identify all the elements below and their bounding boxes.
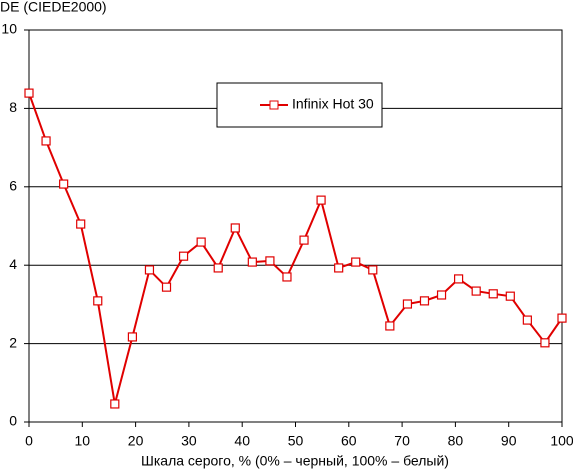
x-tick-label: 0 [25, 433, 33, 449]
data-point [522, 315, 532, 325]
x-tick-label: 60 [341, 433, 357, 449]
x-tick-label: 50 [288, 433, 304, 449]
x-tick-label: 20 [128, 433, 144, 449]
x-tick-label: 80 [448, 433, 464, 449]
y-tick-label: 4 [9, 256, 17, 272]
data-point [76, 219, 86, 229]
data-point [419, 296, 430, 306]
data-point [247, 257, 257, 267]
data-point [557, 313, 567, 323]
data-point [144, 265, 155, 275]
data-point [471, 286, 481, 296]
data-point [127, 332, 138, 342]
data-point [41, 136, 51, 146]
data-point [24, 88, 34, 98]
data-point [368, 265, 378, 275]
data-point [540, 338, 550, 348]
y-tick-label: 10 [1, 21, 17, 37]
data-point [161, 282, 172, 292]
data-point [299, 235, 309, 245]
x-tick-label: 70 [394, 433, 410, 449]
x-tick-label: 10 [75, 433, 91, 449]
x-tick-label: 40 [234, 433, 250, 449]
legend-marker [269, 100, 279, 110]
data-point [265, 256, 275, 266]
y-tick-label: 6 [9, 178, 17, 194]
data-point [59, 179, 69, 189]
data-point [334, 263, 344, 273]
data-point [316, 195, 326, 205]
data-point [178, 251, 189, 261]
data-point [230, 223, 240, 233]
y-tick-label: 2 [9, 334, 17, 350]
series-line [28, 92, 563, 405]
data-point [453, 274, 464, 284]
data-point [282, 272, 292, 282]
legend-label: Infinix Hot 30 [292, 96, 374, 112]
x-tick-label: 30 [181, 433, 197, 449]
data-point [351, 257, 361, 267]
data-point [93, 296, 103, 306]
data-point [110, 399, 120, 409]
x-tick-label: 100 [550, 433, 573, 449]
y-tick-label: 8 [9, 99, 17, 115]
data-point [505, 291, 515, 301]
data-point [385, 321, 395, 331]
y-tick-label: 0 [9, 413, 17, 429]
data-point [196, 237, 206, 247]
data-point [213, 263, 223, 273]
x-tick-label: 90 [501, 433, 517, 449]
legend-box [216, 82, 383, 128]
data-point [402, 299, 413, 309]
x-axis-label: Шкала серого, % (0% – черный, 100% – бел… [141, 453, 449, 469]
plot-frame [28, 29, 563, 423]
data-point [436, 290, 447, 300]
y-axis-label: DE (CIEDE2000) [0, 0, 107, 15]
data-point [488, 289, 498, 299]
